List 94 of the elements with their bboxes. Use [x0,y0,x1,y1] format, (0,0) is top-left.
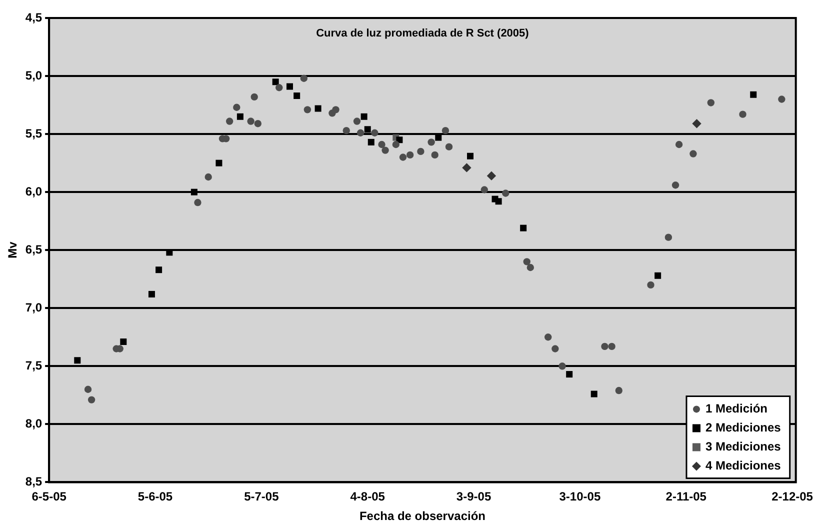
point [250,93,258,101]
point [675,140,683,148]
point [608,342,616,350]
y-tick-label: 6,5 [25,242,42,256]
point [194,198,202,206]
y-tick-label: 5,0 [25,68,42,82]
point [148,290,155,298]
point [254,120,262,128]
point [431,151,438,159]
x-tick-label: 5-6-05 [138,490,173,504]
y-tick-label: 7,0 [25,300,42,314]
x-tick-label: 3-9-05 [456,490,492,504]
point [558,362,566,370]
y-tick-label: 6,0 [25,184,42,198]
legend-label: 2 Mediciones [705,420,782,435]
point [544,334,552,341]
text: Curva de luz promediada de R Sct (2005) [316,28,530,40]
point [300,74,308,82]
legend-label: 3 Mediciones [705,440,782,454]
point [247,118,254,125]
point [294,92,300,100]
point [445,143,453,150]
y-tick-label: 8,0 [25,416,42,430]
point [615,386,622,394]
point [647,281,654,289]
x-tick-label: 2-11-05 [666,490,707,504]
x-tick-label: 4-8-05 [350,490,386,504]
point [707,99,714,106]
point [190,188,198,196]
point [353,118,361,125]
x-tick-label: 5-7-05 [244,490,280,504]
point [364,126,371,133]
point [156,266,162,274]
point [272,78,279,86]
point [590,390,598,398]
point [417,148,424,156]
point [523,258,530,266]
point [750,91,757,98]
point [286,83,293,90]
point [216,160,222,166]
x-tick-label: 3-10-05 [559,490,601,504]
point [371,129,378,136]
point [236,113,244,120]
point [526,264,534,272]
y-tick-label: 4,5 [25,10,42,24]
point [360,113,368,120]
point [88,396,96,404]
point [342,126,350,134]
point [442,126,450,134]
point [378,140,386,148]
point [120,338,127,346]
point [692,119,702,128]
point [332,106,340,114]
y-axis-title: Mv [6,241,20,258]
point [368,138,374,146]
point [552,345,559,352]
point [356,129,364,136]
point [654,272,662,279]
legend-label: 4 Mediciones [705,458,782,473]
point [382,146,389,154]
point [739,110,746,118]
point [520,224,527,232]
point [84,386,92,393]
x-tick-label: 6-5-05 [32,490,67,504]
point [690,150,697,158]
point [314,105,322,112]
point [601,342,608,350]
point [233,104,240,111]
point [399,154,407,161]
point [406,151,414,159]
point [778,96,786,103]
y-tick-label: 8,5 [25,474,42,489]
point [672,182,680,189]
point [480,186,488,194]
point [74,357,81,364]
point [486,171,496,180]
point [435,134,442,141]
point [502,190,510,197]
x-axis-title: Fecha de observación [359,509,486,524]
point [276,84,283,92]
point [204,173,212,181]
point [566,371,573,378]
point [226,118,234,125]
point [466,152,474,160]
point [392,140,400,148]
y-tick-label: 5,5 [25,126,42,140]
x-tick-label: 2-12-05 [772,490,814,504]
legend-label: 1 Medición [705,402,768,416]
point [495,198,502,205]
point [428,138,435,146]
y-tick-label: 7,5 [25,358,42,372]
point [304,106,312,114]
point [664,234,672,241]
point [462,163,472,172]
